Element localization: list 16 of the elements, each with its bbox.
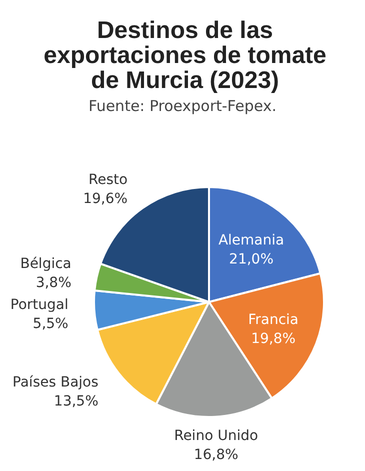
data-label: 3,8%: [36, 275, 72, 292]
slice-label: Reino Unido: [174, 428, 258, 444]
chart-title: Destinos de las exportaciones de tomate de Murcia (2023): [42, 17, 328, 94]
data-label: 21,0%: [229, 251, 274, 268]
data-label: 13,5%: [54, 393, 98, 410]
data-label: 5,5%: [32, 316, 68, 332]
slice-label: Países Bajos: [12, 374, 98, 390]
data-label: 19,8%: [251, 330, 296, 347]
data-label: 19,6%: [83, 190, 128, 207]
data-label: 16,8%: [194, 446, 238, 463]
slice-label: Francia: [248, 312, 299, 328]
slice-label: Bélgica: [20, 256, 72, 272]
slice-label: Portugal: [10, 297, 68, 314]
slice-label: Alemania: [218, 232, 284, 248]
chart-subtitle: Fuente: Proexport-Fepex.: [88, 97, 278, 115]
slice-label: Resto: [88, 172, 128, 188]
